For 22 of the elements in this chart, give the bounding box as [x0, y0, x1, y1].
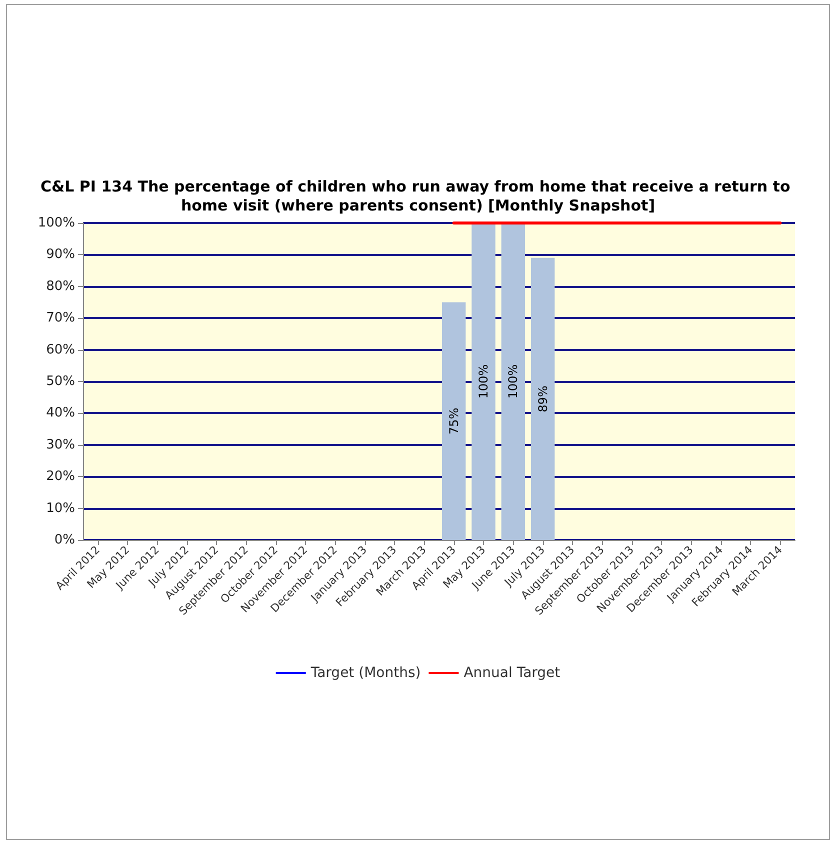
data-label: 89%	[536, 386, 550, 412]
bar	[530, 258, 555, 540]
y-tick-label: 60%	[46, 342, 75, 358]
bar	[442, 302, 466, 540]
y-tick-label: 100%	[38, 216, 75, 230]
data-label: 100%	[506, 364, 520, 399]
y-tick-label: 80%	[46, 278, 75, 294]
bar	[501, 223, 526, 540]
legend-label: Target (Months)	[310, 665, 421, 681]
y-tick-label: 30%	[46, 437, 75, 452]
bar	[472, 223, 496, 540]
data-label: 100%	[476, 364, 490, 399]
y-tick-label: 70%	[46, 310, 75, 326]
data-label: 75%	[446, 408, 461, 434]
y-tick-label: 50%	[46, 374, 75, 389]
y-tick-label: 0%	[54, 532, 75, 548]
y-tick-label: 40%	[46, 406, 75, 421]
legend-label: Annual Target	[464, 665, 561, 681]
y-tick-label: 90%	[46, 247, 75, 262]
y-tick-label: 20%	[46, 469, 75, 484]
y-tick-label: 10%	[46, 500, 75, 516]
chart-title: C&L PI 134 The percentage of children who run away from home that receive a return to home visit (where parents consent) [Monthly Snapshot]	[40, 178, 796, 214]
